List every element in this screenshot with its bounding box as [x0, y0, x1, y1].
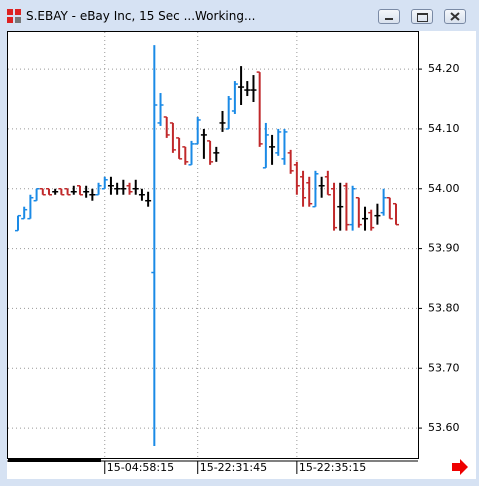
plot-border	[7, 31, 419, 459]
window-title: S.EBAY - eBay Inc, 15 Sec ...Working...	[26, 9, 256, 23]
y-tick-label: 54.20	[428, 62, 460, 75]
maximize-button[interactable]	[411, 9, 433, 24]
y-tick-label: 53.60	[428, 421, 460, 434]
y-tick-label: 53.90	[428, 242, 460, 255]
app-icon	[7, 9, 21, 23]
scroll-indicator[interactable]	[8, 458, 101, 462]
x-tick-label: 15-04:58:15	[107, 461, 174, 474]
y-tick-label: 54.10	[428, 122, 460, 135]
scroll-arrow[interactable]	[452, 459, 468, 475]
y-tick-label: 53.70	[428, 361, 460, 374]
x-tick-label: 15-22:35:15	[299, 461, 366, 474]
minimize-button[interactable]	[378, 9, 400, 24]
y-tick-label: 53.80	[428, 301, 460, 314]
title-bar: S.EBAY - eBay Inc, 15 Sec ...Working...	[0, 0, 479, 30]
close-button[interactable]	[444, 9, 466, 24]
x-tick-label: 15-22:31:45	[200, 461, 267, 474]
chart-background	[7, 31, 476, 479]
y-tick-label: 54.00	[428, 182, 460, 195]
